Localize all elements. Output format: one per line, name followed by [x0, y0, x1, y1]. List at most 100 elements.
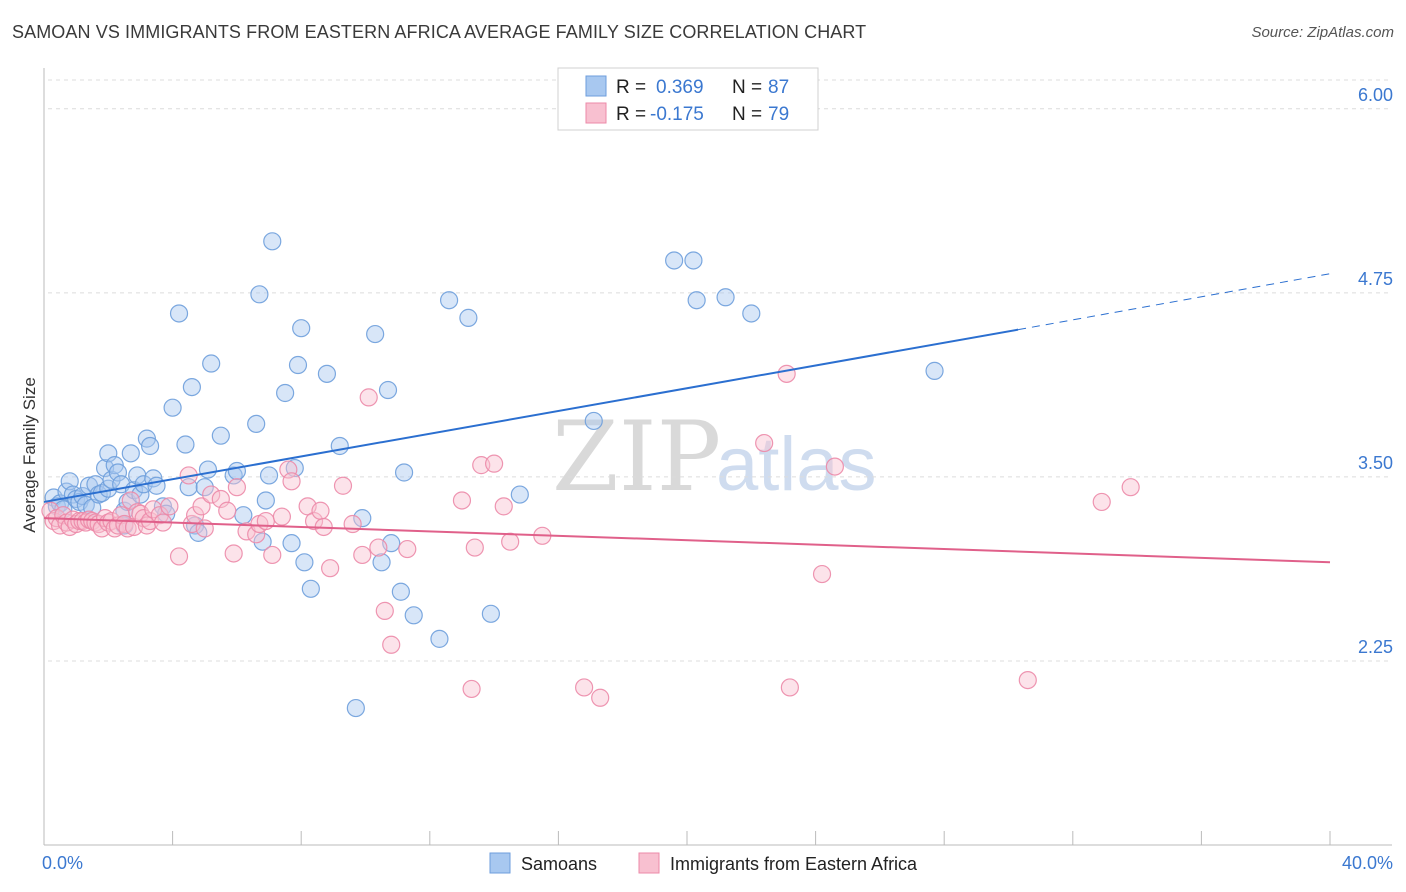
watermark-zip: ZIP [552, 401, 721, 513]
bottom-legend: Samoans Immigrants from Eastern Africa [489, 852, 918, 874]
data-point [211, 489, 230, 509]
data-point [131, 485, 150, 504]
legend-n-value-samoans: 87 [768, 77, 789, 98]
legend-n-value-eastern-africa: 79 [768, 104, 789, 125]
y-tick-label: 3.50 [1358, 453, 1393, 473]
y-tick-label: 4.75 [1358, 269, 1393, 289]
data-point [584, 411, 603, 431]
data-point [366, 324, 385, 344]
data-point [462, 679, 481, 699]
data-point [372, 553, 391, 572]
bottom-legend-label-eastern-africa: Immigrants from Eastern Africa [670, 854, 918, 874]
data-point [192, 497, 211, 516]
data-point [501, 532, 520, 551]
data-point [202, 354, 221, 373]
legend-n-label: N = [732, 77, 762, 98]
data-point [369, 538, 388, 557]
data-point [279, 460, 298, 479]
data-point [317, 364, 337, 383]
data-point [282, 534, 301, 553]
trend-line-extension-samoans [1018, 273, 1331, 331]
data-point [375, 601, 394, 620]
x-tick-label: 40.0% [1342, 853, 1393, 873]
x-tick-label: 0.0% [42, 853, 83, 873]
data-point [510, 485, 529, 504]
data-point [465, 538, 484, 557]
data-point [378, 380, 398, 400]
data-point [292, 319, 311, 338]
data-point [591, 688, 610, 707]
data-point [250, 285, 269, 304]
legend-r-label: R = [616, 104, 646, 125]
data-point [1092, 492, 1111, 512]
axes [43, 68, 1392, 846]
data-point [234, 506, 253, 525]
data-point [99, 444, 118, 463]
data-point [481, 604, 500, 623]
data-point [439, 291, 459, 310]
top-legend: R = 0.369 N = 87 R = -0.175 N = 79 [557, 67, 819, 131]
legend-r-label: R = [616, 77, 646, 98]
trend-layer [43, 273, 1331, 564]
data-point [687, 291, 706, 310]
data-point [333, 476, 353, 495]
data-point [301, 579, 320, 598]
data-point [272, 507, 292, 526]
data-point [253, 532, 272, 551]
data-point [742, 304, 761, 323]
data-point [218, 501, 237, 520]
data-point [259, 466, 279, 485]
data-point [346, 698, 365, 718]
bottom-legend-swatch-eastern-africa [638, 852, 660, 874]
data-point [330, 436, 349, 456]
data-point [227, 461, 246, 481]
data-point [176, 435, 195, 454]
y-tick-label: 6.00 [1358, 85, 1393, 105]
tick-labels: 2.25 3.50 4.75 6.00 0.0% 40.0% [42, 85, 1393, 873]
data-point [147, 476, 166, 495]
trend-line-eastern-africa [43, 517, 1331, 564]
data-point [353, 545, 372, 565]
data-point [295, 553, 314, 572]
data-point [140, 436, 160, 456]
data-point [121, 491, 140, 510]
bottom-legend-label-samoans: Samoans [521, 854, 597, 874]
data-point [359, 388, 378, 407]
data-point [282, 472, 301, 491]
legend-swatch-eastern-africa [585, 102, 607, 124]
data-point [160, 497, 179, 516]
data-point [716, 288, 735, 307]
trend-line-samoans [43, 328, 1019, 503]
legend-swatch-samoans [585, 75, 607, 97]
data-point [263, 545, 282, 565]
data-point [394, 463, 414, 482]
chart-title: SAMOAN VS IMMIGRANTS FROM EASTERN AFRICA… [12, 22, 867, 42]
data-point [321, 559, 340, 578]
y-tick-label: 2.25 [1358, 637, 1393, 657]
data-point [256, 511, 275, 531]
data-point [812, 564, 832, 584]
bottom-legend-swatch-samoans [489, 852, 511, 874]
y-axis-title: Average Family Size [20, 377, 39, 533]
data-point [102, 470, 121, 489]
data-point [353, 509, 372, 528]
data-point [777, 364, 796, 383]
data-point [224, 544, 243, 563]
data-point [665, 251, 684, 270]
data-point [452, 491, 472, 510]
data-point [780, 678, 799, 697]
data-point [121, 444, 140, 463]
data-point [1121, 478, 1140, 497]
data-point [343, 514, 362, 534]
data-point [575, 678, 594, 697]
data-point [288, 355, 308, 375]
data-point [755, 433, 774, 453]
data-point [430, 629, 449, 648]
data-point [227, 478, 246, 497]
data-point [684, 251, 703, 270]
data-point [108, 463, 128, 482]
data-point [825, 457, 844, 476]
legend-r-value-samoans: 0.369 [656, 77, 704, 98]
data-point [404, 606, 423, 625]
